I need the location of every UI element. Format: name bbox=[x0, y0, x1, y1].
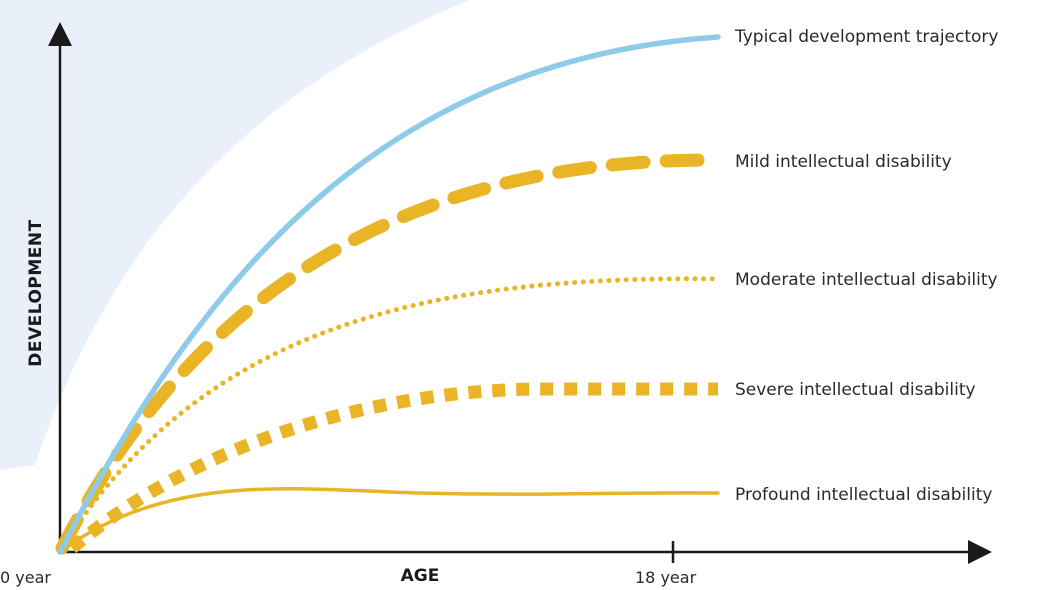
x-axis-title: AGE bbox=[400, 566, 440, 586]
series-label-mild: Mild intellectual disability bbox=[735, 152, 952, 172]
series-label-moderate: Moderate intellectual disability bbox=[735, 270, 998, 290]
series-line-typical bbox=[57, 34, 721, 555]
x-tick-label-start: 0 year bbox=[0, 568, 51, 587]
y-axis-arrow-icon bbox=[48, 22, 72, 46]
series-label-severe: Severe intellectual disability bbox=[735, 380, 976, 400]
series-line-severe bbox=[67, 382, 718, 553]
y-axis-title: DEVELOPMENT bbox=[26, 219, 46, 367]
background-wash bbox=[0, 0, 470, 470]
series-label-profound: Profound intellectual disability bbox=[735, 485, 993, 505]
x-tick-label-18: 18 year bbox=[635, 568, 697, 587]
series-line-mild bbox=[55, 153, 719, 555]
x-axis-arrow-icon bbox=[968, 540, 992, 564]
series-label-typical: Typical development trajectory bbox=[735, 27, 999, 47]
series-line-moderate bbox=[59, 276, 721, 551]
series-line-profound bbox=[58, 486, 720, 554]
